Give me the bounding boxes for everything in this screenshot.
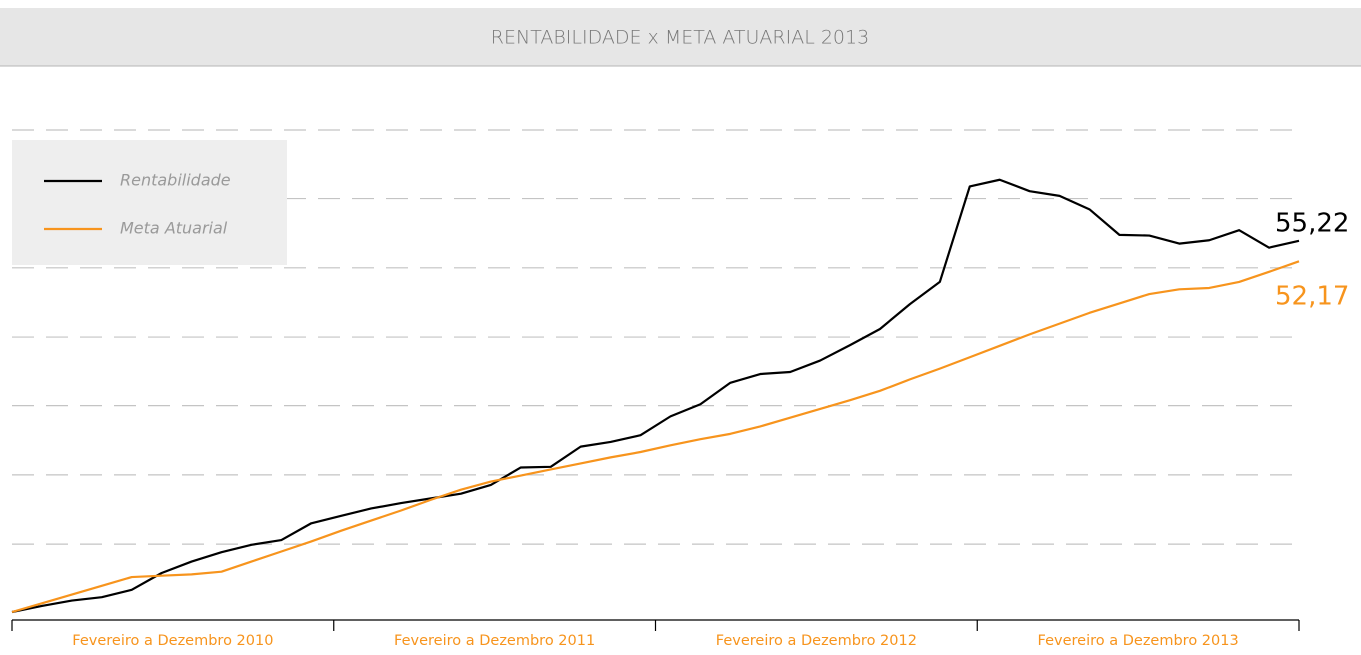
x-tick-label: Fevereiro a Dezembro 2010	[72, 633, 273, 649]
chart-title: RENTABILIDADE x META ATUARIAL 2013	[491, 27, 869, 49]
legend-box	[12, 140, 287, 265]
header-band	[0, 8, 1361, 66]
legend-label: Rentabilidade	[120, 171, 231, 190]
end-value-label: 55,22	[1275, 209, 1349, 239]
x-tick-label: Fevereiro a Dezembro 2012	[716, 633, 917, 649]
legend-label: Meta Atuarial	[120, 219, 228, 238]
series-line	[11, 260, 1300, 614]
end-value-label: 52,17	[1275, 282, 1349, 312]
x-tick-label: Fevereiro a Dezembro 2011	[394, 633, 595, 649]
series-line	[11, 178, 1300, 614]
x-tick-label: Fevereiro a Dezembro 2013	[1038, 633, 1239, 649]
